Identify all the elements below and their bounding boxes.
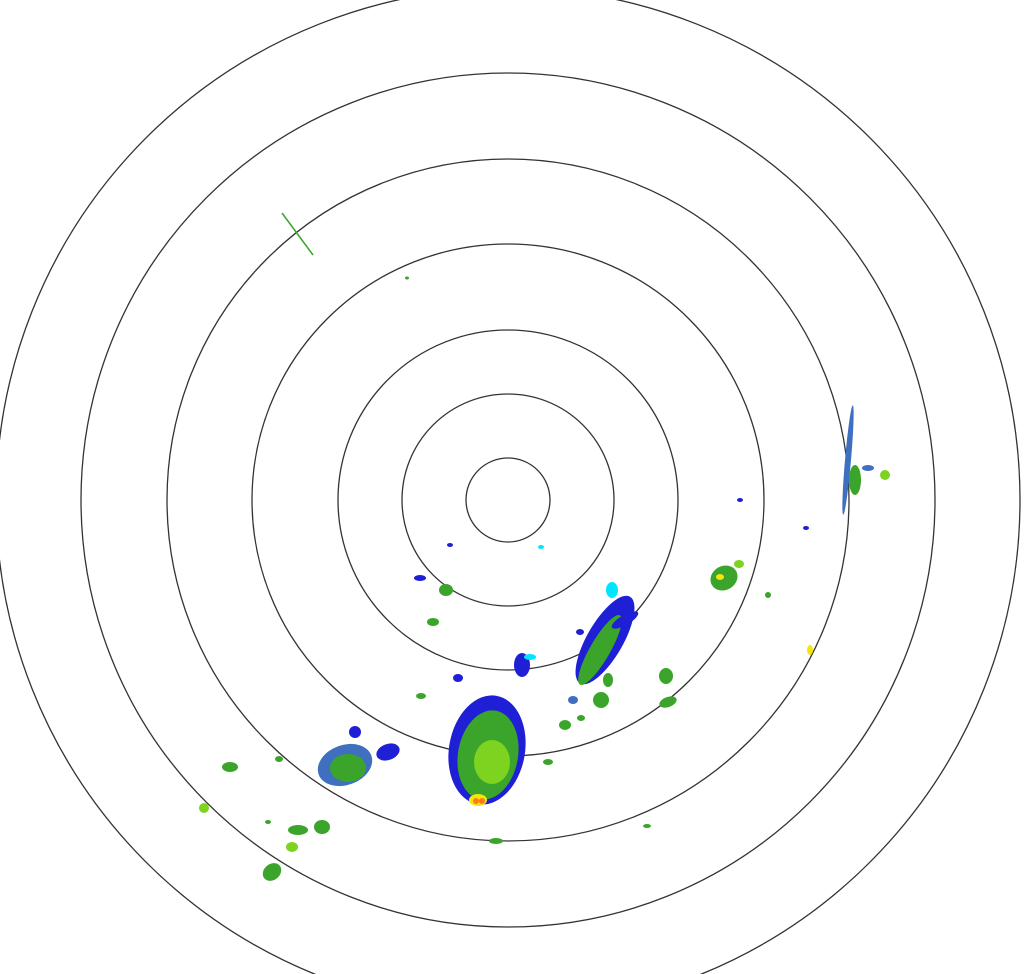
echo-cell bbox=[734, 560, 744, 568]
echo-cell bbox=[265, 820, 271, 824]
echo-cell bbox=[538, 545, 544, 549]
range-ring-1 bbox=[465, 457, 551, 543]
echo-cell bbox=[376, 743, 400, 761]
echo-cell bbox=[222, 762, 238, 772]
echo-cell bbox=[606, 582, 618, 598]
echo-cell bbox=[593, 692, 609, 708]
precipitation-echoes bbox=[199, 212, 890, 881]
echo-streak bbox=[281, 212, 314, 256]
echo-cell bbox=[439, 584, 453, 596]
echo-cell bbox=[524, 654, 536, 660]
echo-cell bbox=[716, 574, 724, 580]
echo-cell bbox=[543, 759, 553, 765]
echo-cell bbox=[849, 465, 861, 495]
echo-cell bbox=[603, 673, 613, 687]
echo-cell bbox=[314, 820, 330, 834]
echo-cell bbox=[427, 618, 439, 626]
echo-cell bbox=[643, 824, 651, 828]
echo-cell bbox=[803, 526, 809, 530]
echo-cell bbox=[275, 756, 283, 762]
echo-cell bbox=[559, 720, 571, 730]
range-ring-3 bbox=[337, 329, 679, 671]
echo-cell bbox=[489, 838, 503, 844]
echo-cell bbox=[414, 575, 426, 581]
echo-cell bbox=[807, 645, 813, 655]
echo-cell bbox=[473, 798, 479, 804]
echo-cell bbox=[659, 668, 673, 684]
echo-cell bbox=[479, 798, 485, 804]
echo-cell bbox=[199, 803, 209, 813]
echo-cell bbox=[416, 693, 426, 699]
echo-cell bbox=[405, 276, 409, 280]
echo-cell bbox=[577, 715, 585, 721]
echo-cell bbox=[842, 405, 854, 515]
echo-cell bbox=[262, 863, 282, 881]
echo-cell bbox=[710, 565, 738, 591]
echo-cell bbox=[453, 674, 463, 682]
echo-cell bbox=[880, 470, 890, 480]
range-ring-4 bbox=[251, 243, 765, 757]
echo-cell bbox=[611, 611, 639, 629]
echo-cell bbox=[659, 696, 677, 708]
range-ring-6 bbox=[80, 72, 936, 928]
echo-cell bbox=[765, 592, 771, 598]
echo-cell bbox=[286, 842, 298, 852]
echo-cell bbox=[474, 740, 510, 784]
echo-cell bbox=[578, 615, 622, 685]
echo-cell bbox=[447, 543, 453, 547]
range-ring-2 bbox=[401, 393, 615, 607]
echo-cell bbox=[862, 465, 874, 471]
range-ring-5 bbox=[166, 158, 850, 842]
echo-cell bbox=[288, 825, 308, 835]
echo-cell bbox=[576, 629, 584, 635]
echo-cell bbox=[737, 498, 743, 502]
echo-cell bbox=[330, 754, 366, 782]
echo-cell bbox=[349, 726, 361, 738]
echo-cell bbox=[568, 696, 578, 704]
